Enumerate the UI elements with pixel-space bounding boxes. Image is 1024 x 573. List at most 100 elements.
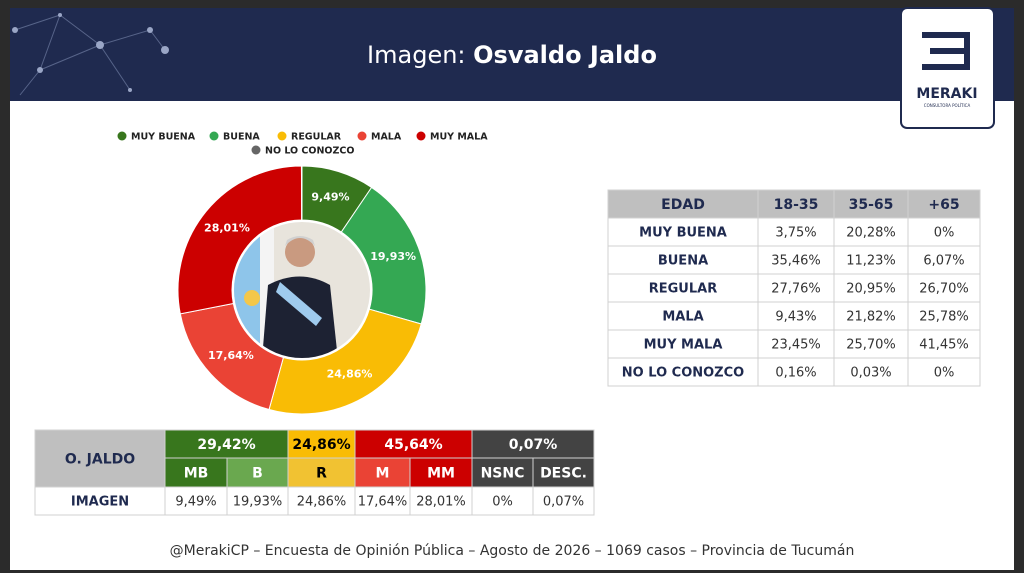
legend-label: BUENA (223, 132, 260, 143)
column-header-cell (532, 457, 595, 488)
age-value-cell (833, 245, 909, 275)
age-value-cell (907, 217, 981, 247)
age-value-cell (757, 217, 835, 247)
column-header-cell (287, 457, 356, 488)
age-header-cell (607, 189, 759, 219)
logo-mark (922, 32, 970, 70)
age-value-cell (757, 245, 835, 275)
age-value: 0,16% (775, 366, 816, 381)
age-row-label-cell (607, 217, 759, 247)
age-value-cell (757, 273, 835, 303)
age-value: 27,76% (771, 282, 821, 297)
age-value-cell (833, 301, 909, 331)
column-header: NSNC (481, 466, 525, 482)
age-value-cell (757, 301, 835, 331)
legend-swatch (251, 145, 261, 155)
summary-value: 19,93% (233, 495, 283, 510)
age-row-label: BUENA (658, 254, 708, 269)
summary-value: 17,64% (358, 495, 408, 510)
column-header-cell (226, 457, 289, 488)
age-value: 25,78% (919, 310, 969, 325)
age-value-cell (833, 357, 909, 387)
age-header: 35-65 (849, 197, 894, 213)
slice-label: 24,86% (327, 368, 373, 381)
legend-label: MUY MALA (430, 132, 488, 143)
summary-value-cell (164, 486, 228, 516)
legend-label: MUY BUENA (131, 132, 196, 143)
group-total: 45,64% (384, 437, 442, 453)
group-total-cell (471, 429, 595, 459)
legend-swatch (416, 131, 426, 141)
column-header: MB (184, 466, 209, 482)
age-value: 20,28% (846, 226, 896, 241)
age-value: 6,07% (923, 254, 964, 269)
column-header-cell (354, 457, 411, 488)
age-value: 26,70% (919, 282, 969, 297)
age-row-label-cell (607, 301, 759, 331)
summary-row-label-cell (34, 486, 166, 516)
slice-label: 19,93% (370, 250, 416, 263)
summary-value-cell (226, 486, 289, 516)
age-value: 23,45% (771, 338, 821, 353)
age-value: 35,46% (771, 254, 821, 269)
summary-title-cell (34, 429, 166, 488)
age-row-label: NO LO CONOZCO (622, 366, 744, 381)
title-prefix: Imagen: (367, 41, 473, 69)
age-header-cell (833, 189, 909, 219)
summary-value-cell (409, 486, 473, 516)
summary-title: O. JALDO (65, 452, 135, 468)
group-total: 29,42% (197, 437, 255, 453)
age-row-label: REGULAR (649, 282, 717, 297)
summary-row-label: IMAGEN (71, 495, 129, 510)
age-value: 0,03% (850, 366, 891, 381)
age-value: 41,45% (919, 338, 969, 353)
footer: @MerakiCP – Encuesta de Opinión Pública … (170, 543, 855, 559)
column-header-cell (471, 457, 534, 488)
age-value: 25,70% (846, 338, 896, 353)
age-header-cell (757, 189, 835, 219)
age-row-label-cell (607, 273, 759, 303)
column-header-cell (164, 457, 228, 488)
summary-value-cell (354, 486, 411, 516)
age-value: 0% (934, 226, 955, 241)
summary-value: 24,86% (297, 495, 347, 510)
donut-slice (177, 165, 303, 315)
age-row-label-cell (607, 357, 759, 387)
age-header: +65 (928, 197, 959, 213)
legend-label: REGULAR (291, 132, 342, 143)
age-value: 11,23% (846, 254, 896, 269)
age-header-cell (907, 189, 981, 219)
age-value: 3,75% (775, 226, 816, 241)
column-header: B (252, 466, 263, 482)
summary-value-cell (532, 486, 595, 516)
legend-swatch (357, 131, 367, 141)
donut-slice (300, 165, 303, 221)
title: Imagen: Osvaldo Jaldo (367, 41, 657, 69)
age-value-cell (907, 273, 981, 303)
legend-swatch (117, 131, 127, 141)
network-pattern (14, 14, 166, 96)
summary-value: 0% (492, 495, 513, 510)
network-nodes (12, 13, 169, 92)
age-header: EDAD (661, 197, 705, 213)
age-row-label: MUY MALA (644, 338, 723, 353)
age-value-cell (907, 357, 981, 387)
age-value: 21,82% (846, 310, 896, 325)
age-value: 20,95% (846, 282, 896, 297)
slice-label: 9,49% (311, 190, 349, 203)
age-value: 9,43% (775, 310, 816, 325)
summary-value-cell (471, 486, 534, 516)
age-row-label: MUY BUENA (639, 226, 727, 241)
group-total-cell (287, 429, 356, 459)
summary-value: 0,07% (543, 495, 584, 510)
column-header: R (316, 466, 327, 482)
legend-swatch (209, 131, 219, 141)
age-value-cell (907, 245, 981, 275)
summary-value: 9,49% (175, 495, 216, 510)
group-total: 0,07% (509, 437, 558, 453)
column-header-cell (409, 457, 473, 488)
column-header: DESC. (540, 466, 587, 482)
summary-value: 28,01% (416, 495, 466, 510)
